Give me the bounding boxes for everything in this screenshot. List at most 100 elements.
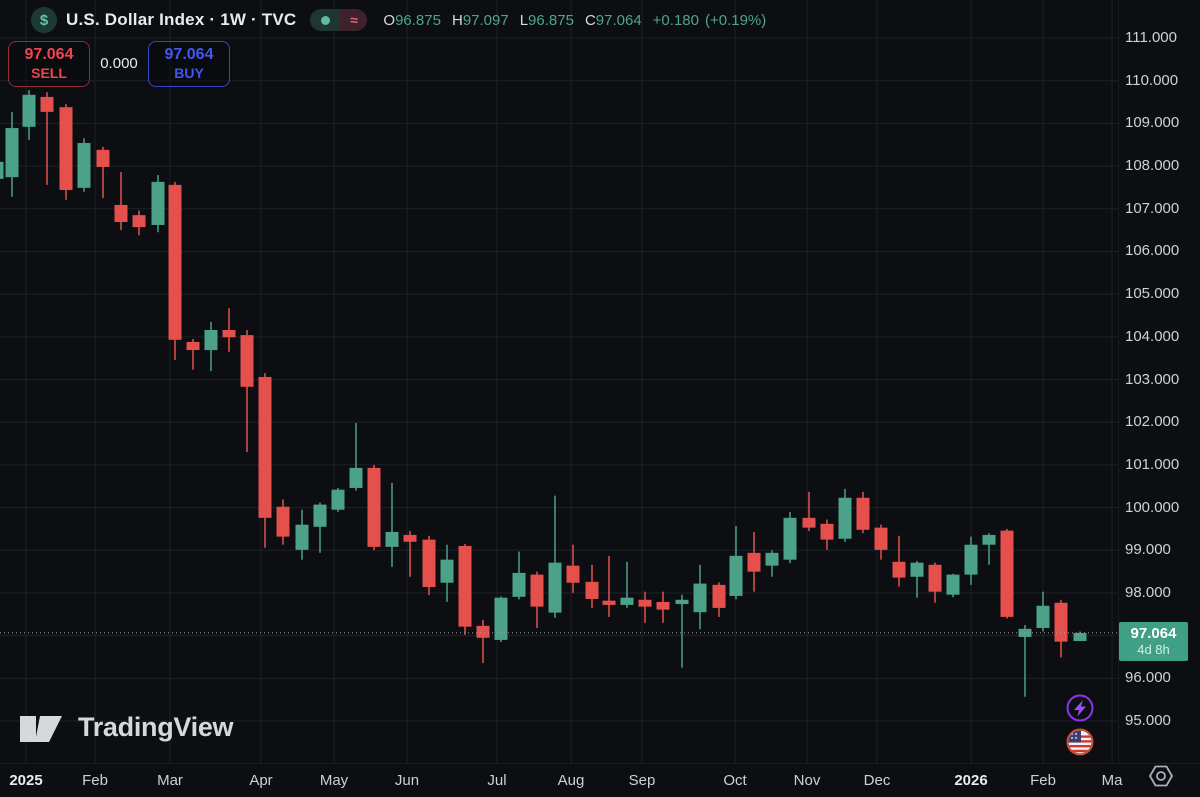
bar-countdown: 4d 8h bbox=[1137, 641, 1170, 657]
candle-body bbox=[59, 107, 73, 190]
candle-body bbox=[295, 524, 309, 550]
price-tick-label: 100.000 bbox=[1125, 498, 1180, 516]
candle-body bbox=[276, 506, 290, 537]
candle-body bbox=[783, 517, 797, 560]
symbol-header: $ U.S. Dollar Index · 1W · TVC ≈ O96.875… bbox=[0, 0, 1200, 40]
candle-body bbox=[313, 504, 327, 527]
time-tick-label: Feb bbox=[82, 772, 108, 789]
candle-body bbox=[566, 565, 580, 583]
candle-body bbox=[1054, 602, 1068, 642]
buy-label: BUY bbox=[174, 65, 204, 82]
candle-body bbox=[1000, 530, 1014, 617]
candle-body bbox=[874, 527, 888, 550]
candle-body bbox=[729, 555, 743, 596]
change-value: +0.180 bbox=[652, 11, 699, 29]
candle-body bbox=[982, 534, 996, 545]
lightning-icon[interactable] bbox=[1066, 694, 1094, 722]
market-open-segment bbox=[310, 9, 341, 31]
high-value: 97.097 bbox=[462, 11, 509, 29]
candle-body bbox=[0, 161, 4, 179]
candle-body bbox=[892, 561, 906, 578]
price-tick-label: 99.000 bbox=[1125, 541, 1171, 559]
time-tick-label: 2025 bbox=[9, 772, 43, 789]
price-tick-label: 98.000 bbox=[1125, 583, 1171, 601]
candle-body bbox=[548, 562, 562, 613]
candle-body bbox=[5, 128, 19, 178]
candle-body bbox=[349, 467, 363, 488]
candle-body bbox=[367, 467, 381, 547]
candle-body bbox=[40, 96, 54, 112]
candle-body bbox=[494, 597, 508, 640]
candle-body bbox=[838, 497, 852, 539]
candle-body bbox=[403, 534, 417, 542]
settings-gear-icon[interactable] bbox=[1148, 763, 1174, 789]
candle-body bbox=[422, 539, 436, 587]
candle-body bbox=[712, 584, 726, 608]
price-tick-label: 107.000 bbox=[1125, 199, 1180, 217]
candle-body bbox=[258, 376, 272, 518]
candle-body bbox=[638, 599, 652, 607]
sell-price: 97.064 bbox=[24, 46, 74, 64]
candle-body bbox=[331, 489, 345, 510]
candle-body bbox=[946, 574, 960, 595]
low-label: L bbox=[519, 11, 529, 29]
buy-button[interactable]: 97.064 BUY bbox=[148, 41, 230, 87]
high-label: H bbox=[451, 11, 463, 29]
symbol-title[interactable]: U.S. Dollar Index · 1W · TVC bbox=[66, 10, 297, 29]
price-tick-label: 95.000 bbox=[1125, 712, 1171, 730]
candle-body bbox=[151, 181, 165, 225]
candle-body bbox=[1036, 605, 1050, 628]
candle-body bbox=[77, 143, 91, 188]
event-icons bbox=[1066, 694, 1094, 756]
price-tick-label: 110.000 bbox=[1125, 71, 1179, 89]
candle-body bbox=[204, 329, 218, 351]
market-open-dot-icon bbox=[320, 15, 330, 25]
candle-body bbox=[585, 581, 599, 599]
candle-body bbox=[765, 552, 779, 566]
candle-body bbox=[458, 546, 472, 627]
tradingview-watermark[interactable]: TradingView bbox=[20, 712, 234, 743]
candle-body bbox=[928, 564, 942, 592]
price-tick-label: 101.000 bbox=[1125, 455, 1180, 473]
price-tick-label: 105.000 bbox=[1125, 285, 1180, 303]
us-flag-icon[interactable] bbox=[1066, 728, 1094, 756]
candle-body bbox=[96, 149, 110, 167]
candle-body bbox=[910, 562, 924, 577]
time-axis[interactable]: 2025 Feb Mar Apr May Jun Jul Aug Sep Oct Nov Dec 202… bbox=[0, 763, 1200, 797]
time-tick-label: Oct bbox=[723, 772, 747, 789]
spread-value: 0.000 bbox=[100, 55, 138, 72]
candle-body bbox=[240, 335, 254, 387]
price-tick-label: 103.000 bbox=[1125, 370, 1180, 388]
candle-body bbox=[530, 574, 544, 607]
close-value: 97.064 bbox=[595, 11, 642, 29]
candle-body bbox=[168, 184, 182, 340]
candle-body bbox=[512, 572, 526, 597]
price-tick-label: 108.000 bbox=[1125, 157, 1180, 175]
candle-body bbox=[1073, 632, 1087, 641]
price-tick-label: 96.000 bbox=[1125, 669, 1171, 687]
sell-button[interactable]: 97.064 SELL bbox=[8, 41, 90, 87]
price-tick-label: 111.000 bbox=[1125, 29, 1177, 46]
time-tick-label: Mar bbox=[157, 772, 183, 789]
delayed-data-icon: ≈ bbox=[340, 9, 368, 31]
candle-body bbox=[620, 597, 634, 605]
candle-body bbox=[675, 599, 689, 605]
close-label: C bbox=[584, 11, 596, 29]
time-tick-label: May bbox=[319, 772, 349, 789]
price-tick-label: 104.000 bbox=[1125, 327, 1180, 345]
price-tick-label: 102.000 bbox=[1125, 413, 1180, 431]
candle-body bbox=[222, 329, 236, 338]
time-tick-label: Dec bbox=[863, 772, 891, 789]
time-tick-label: Jul bbox=[487, 772, 507, 789]
ohlc-readout: O96.875 H97.097 L96.875 C97.064 +0.180 (… bbox=[383, 12, 766, 29]
time-tick-label: Nov bbox=[793, 772, 821, 789]
candle-body bbox=[964, 544, 978, 575]
tradingview-logo-icon bbox=[20, 715, 62, 742]
price-axis[interactable]: 95.00096.00097.00098.00099.000100.000101… bbox=[1118, 0, 1200, 763]
symbol-logo-icon: $ bbox=[31, 7, 57, 33]
candle-body bbox=[114, 204, 128, 222]
market-status-toggle[interactable]: ≈ bbox=[310, 9, 368, 31]
time-tick-label: 2026 bbox=[954, 772, 988, 789]
